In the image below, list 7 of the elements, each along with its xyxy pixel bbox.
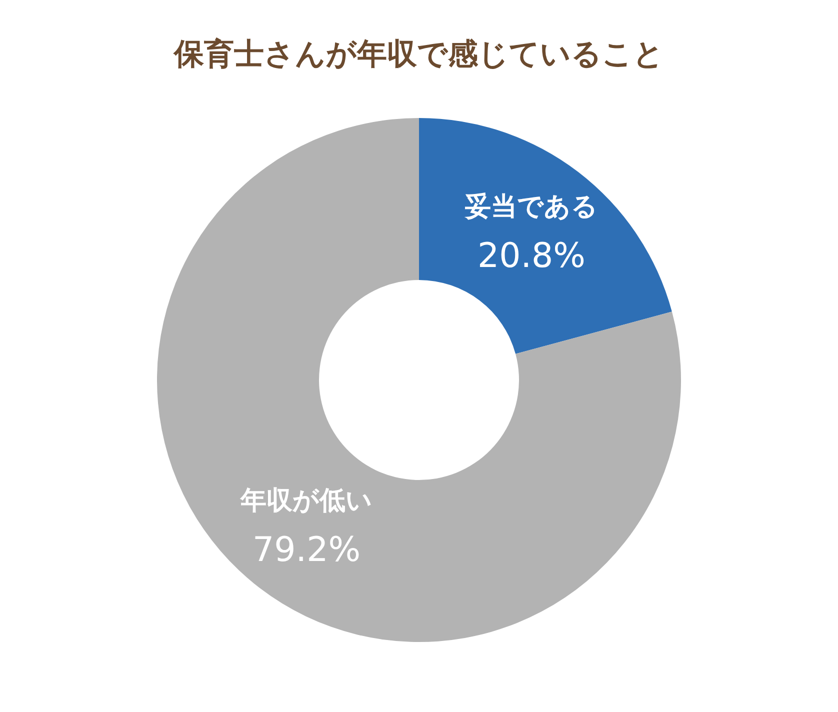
slice-label: 年収が低い (240, 486, 373, 516)
chart-title: 保育士さんが年収で感じていること (173, 37, 664, 72)
slice-label: 妥当である (464, 192, 598, 222)
donut-slice (419, 118, 672, 354)
data-label: 79.2% (252, 530, 361, 570)
donut-slice (157, 118, 681, 642)
data-label: 20.8% (477, 236, 586, 276)
